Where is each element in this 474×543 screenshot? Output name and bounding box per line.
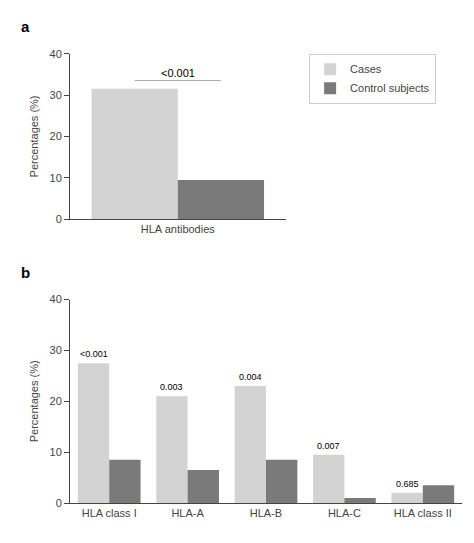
- svg-text:HLA class II: HLA class II: [394, 507, 452, 519]
- svg-text:40: 40: [50, 293, 62, 305]
- svg-text:HLA-C: HLA-C: [328, 507, 361, 519]
- svg-text:<0.001: <0.001: [161, 67, 195, 79]
- svg-text:HLA-A: HLA-A: [171, 507, 204, 519]
- svg-text:30: 30: [50, 344, 62, 356]
- svg-text:0.685: 0.685: [396, 479, 419, 489]
- svg-text:Control subjects: Control subjects: [350, 82, 429, 94]
- svg-text:<0.001: <0.001: [80, 349, 108, 359]
- svg-text:HLA-B: HLA-B: [250, 507, 282, 519]
- svg-text:Percentages (%): Percentages (%): [28, 360, 40, 442]
- svg-text:0: 0: [56, 497, 62, 509]
- svg-text:0.007: 0.007: [317, 441, 340, 451]
- svg-text:a: a: [21, 18, 30, 35]
- svg-text:40: 40: [50, 48, 62, 60]
- svg-text:Percentages (%): Percentages (%): [28, 95, 40, 177]
- svg-text:HLA antibodies: HLA antibodies: [141, 223, 215, 235]
- svg-text:Cases: Cases: [350, 63, 382, 75]
- svg-text:10: 10: [50, 172, 62, 184]
- svg-text:0.004: 0.004: [239, 372, 262, 382]
- svg-text:20: 20: [50, 130, 62, 142]
- svg-text:0.003: 0.003: [160, 382, 183, 392]
- svg-text:20: 20: [50, 395, 62, 407]
- svg-text:b: b: [21, 264, 30, 281]
- svg-text:10: 10: [50, 446, 62, 458]
- svg-text:0: 0: [56, 213, 62, 225]
- svg-text:30: 30: [50, 89, 62, 101]
- svg-text:HLA class I: HLA class I: [82, 507, 137, 519]
